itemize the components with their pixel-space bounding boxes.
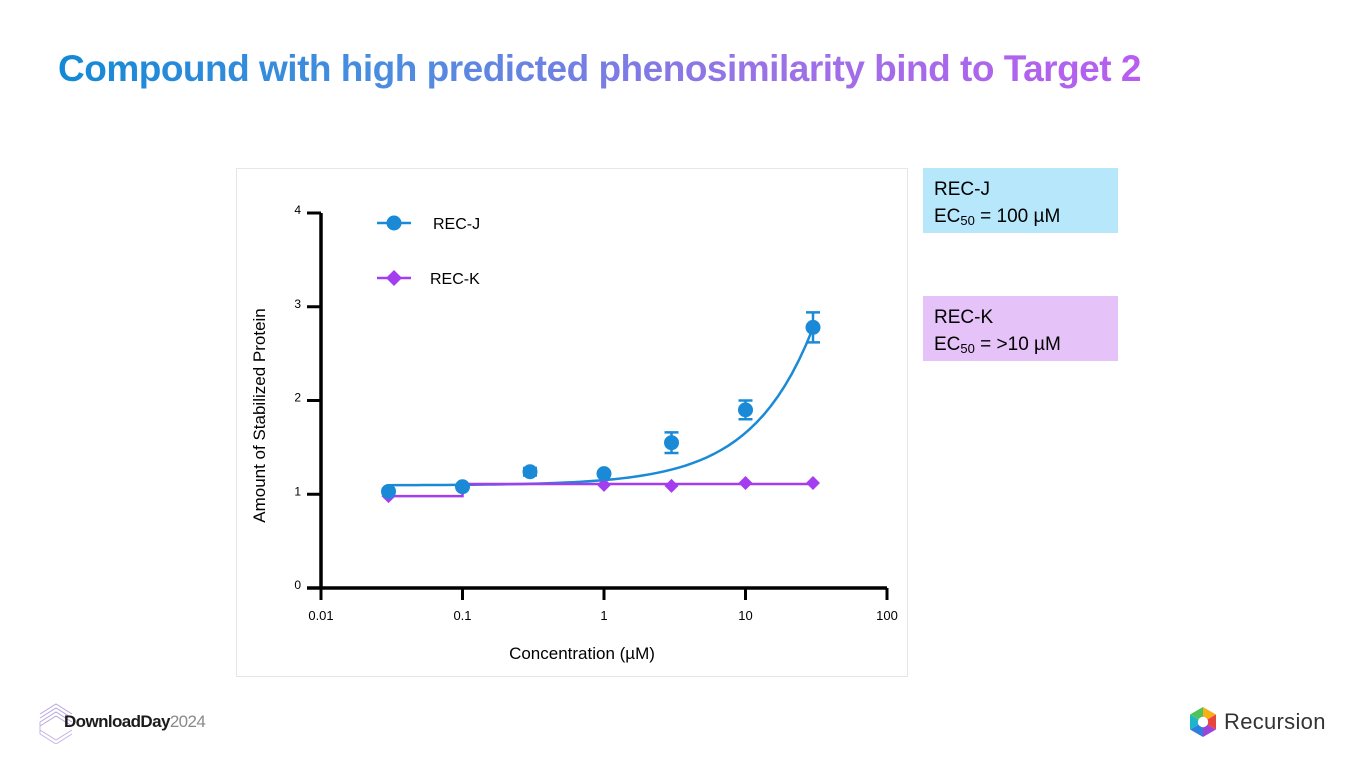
legend-rec-k-marker xyxy=(386,270,402,286)
ec50-line: EC50 = 100 µM xyxy=(934,203,1107,230)
x-axis-label: Concentration (µM) xyxy=(509,644,655,663)
x-tick-label: 100 xyxy=(876,608,898,623)
legend-rec-k-label: REC-K xyxy=(430,271,480,288)
download-day-icon xyxy=(39,703,73,744)
download-day-logo: DownloadDay2024 xyxy=(38,700,206,744)
data-marks xyxy=(381,311,821,504)
rec-j-point xyxy=(596,466,612,482)
ec50-box-rec-j: REC-J EC50 = 100 µM xyxy=(923,168,1118,233)
x-tick-label: 0.1 xyxy=(453,608,471,623)
legend-rec-j-marker xyxy=(386,215,402,231)
rec-j-point xyxy=(455,479,470,495)
rec-j-point xyxy=(381,483,397,499)
ec50-box-rec-k: REC-K EC50 = >10 µM xyxy=(923,296,1118,361)
ec50-box-title: REC-K xyxy=(934,307,994,328)
rec-j-point xyxy=(805,319,821,335)
ec-subscript: 50 xyxy=(960,341,975,356)
ec-label: EC xyxy=(934,206,961,227)
rec-k-point xyxy=(597,477,611,492)
rec-k-point xyxy=(664,478,679,493)
y-axis-label: Amount of Stabilized Protein xyxy=(250,308,269,523)
download-day-name: DownloadDay xyxy=(64,712,170,731)
rec-k-point xyxy=(806,476,821,490)
x-tick-label: 0.01 xyxy=(308,608,333,623)
recursion-wordmark: Recursion xyxy=(1224,709,1326,734)
legend: REC-J REC-K xyxy=(377,215,480,288)
download-day-wordmark: DownloadDay2024 xyxy=(64,712,206,732)
y-tick-label: 4 xyxy=(294,203,301,217)
x-tick-label: 10 xyxy=(738,608,752,623)
recursion-logo: Recursion xyxy=(1188,706,1326,738)
legend-rec-j-label: REC-J xyxy=(433,216,480,233)
recursion-hexagon-icon xyxy=(1190,707,1216,737)
y-tick-label: 0 xyxy=(294,578,301,592)
ec-value: = >10 µM xyxy=(974,334,1061,355)
rec-j-point xyxy=(664,435,680,451)
y-tick-label: 2 xyxy=(294,391,301,405)
x-tick-label: 1 xyxy=(600,608,607,623)
ec50-line: EC50 = >10 µM xyxy=(934,331,1107,358)
ec-value: = 100 µM xyxy=(974,206,1061,227)
y-tick-label: 3 xyxy=(294,297,301,311)
ec50-box-title: REC-J xyxy=(934,179,990,200)
axes: 0 1 2 3 4 0.01 0.1 1 10 100 Concentration (µM) Amou… xyxy=(250,203,898,663)
chart-frame: 0 1 2 3 4 0.01 0.1 1 10 100 Concentration (µM) Amou… xyxy=(236,168,908,677)
ec-label: EC xyxy=(934,334,961,355)
ec-subscript: 50 xyxy=(960,213,975,228)
rec-j-point xyxy=(522,464,538,480)
rec-k-point xyxy=(738,476,753,490)
y-tick-label: 1 xyxy=(294,484,301,498)
chart-svg: 0 1 2 3 4 0.01 0.1 1 10 100 Concentration (µM) Amou… xyxy=(250,203,898,663)
download-day-year: 2024 xyxy=(169,712,206,731)
page-title: Compound with high predicted phenosimila… xyxy=(58,48,1141,89)
rec-j-point xyxy=(738,402,753,418)
